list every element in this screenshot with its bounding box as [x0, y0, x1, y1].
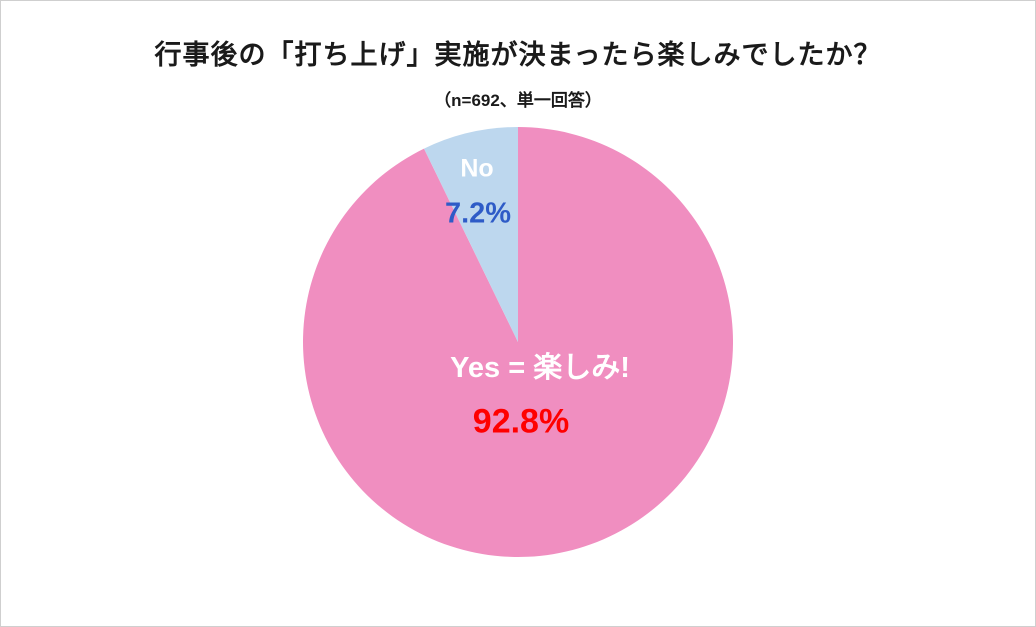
pie-chart-area: Yes = 楽しみ! 92.8% No 7.2%	[303, 127, 733, 557]
pie-slice-yes	[303, 127, 733, 557]
chart-title: 行事後の「打ち上げ」実施が決まったら楽しみでしたか？	[154, 40, 882, 70]
chart-subtitle: （n=692、単一回答）	[434, 91, 602, 110]
pie-slice-no	[424, 127, 518, 342]
pie-chart	[303, 127, 733, 557]
